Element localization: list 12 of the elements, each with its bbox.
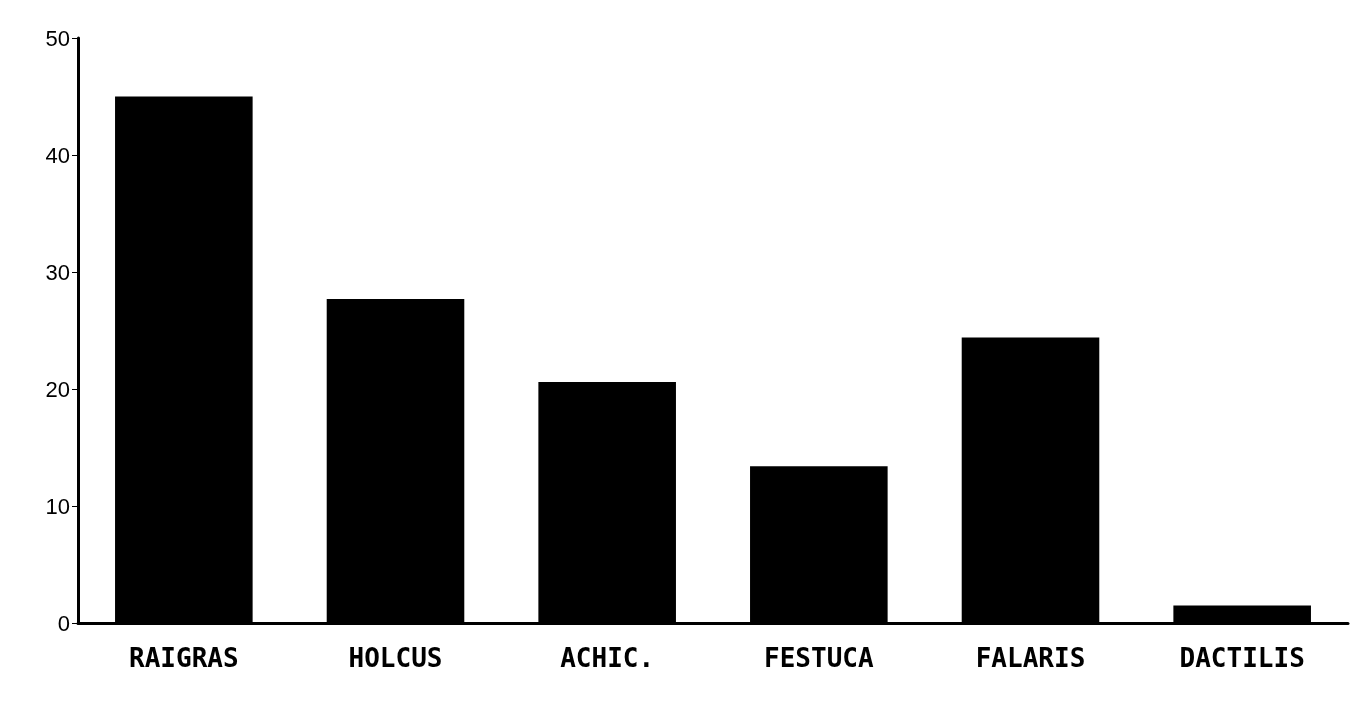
y-tick-label: 30 xyxy=(45,259,70,285)
x-tick-label: HOLCUS xyxy=(348,643,443,673)
y-tick-label: 0 xyxy=(57,610,70,636)
y-tick-label: 20 xyxy=(45,376,70,402)
x-tick-label: RAIGRAS xyxy=(129,643,239,673)
y-tick-label: 10 xyxy=(45,493,70,519)
x-tick-label: DACTILIS xyxy=(1179,643,1305,673)
y-tick-label: 40 xyxy=(45,142,70,168)
x-tick-label: FALARIS xyxy=(975,643,1086,673)
x-tick-label: ACHIC. xyxy=(560,643,655,673)
x-tick-label: FESTUCA xyxy=(764,643,874,673)
y-tick-label: 50 xyxy=(45,25,70,51)
